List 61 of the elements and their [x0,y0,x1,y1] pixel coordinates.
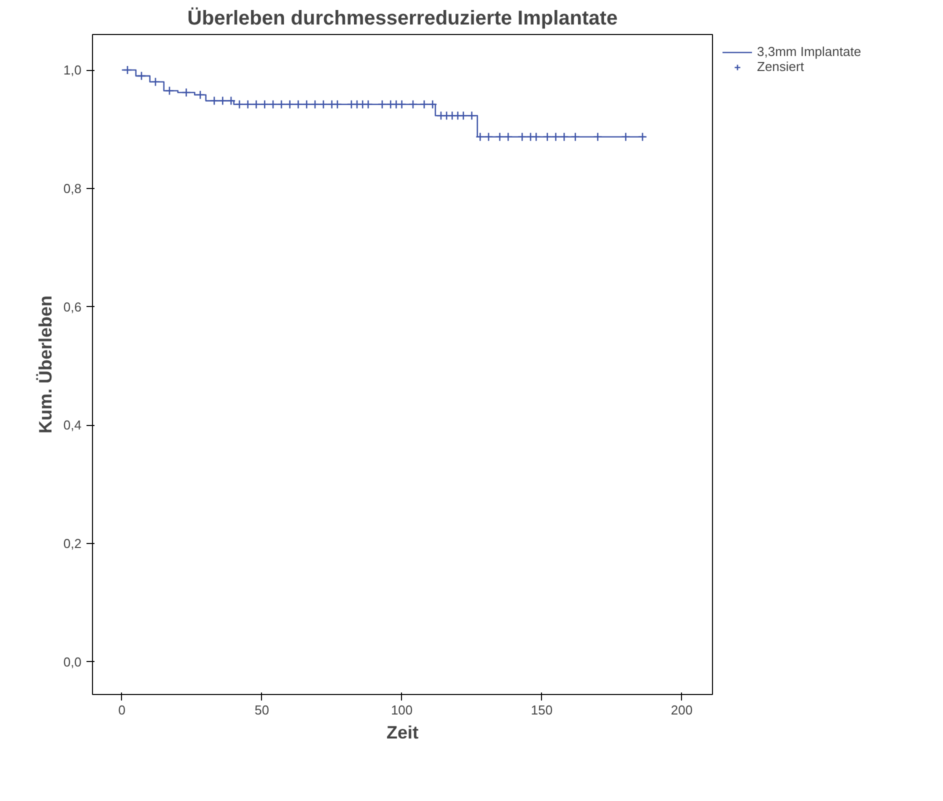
point [268,100,278,109]
point [476,132,485,142]
point [467,110,476,120]
point [495,132,504,142]
point [122,65,132,75]
point [243,100,252,109]
point [504,132,513,142]
point [420,100,429,109]
point [453,110,462,120]
point [260,100,270,109]
y-tick-label: 0,2 [63,536,82,552]
point [285,100,294,109]
point [196,90,205,100]
point [448,110,457,120]
point [560,132,569,142]
point [551,132,560,142]
point [397,100,406,109]
point [210,96,219,106]
point [532,132,541,142]
y-tick-label: 0,0 [63,654,82,670]
point [332,100,342,109]
point [150,77,160,87]
point [327,100,336,109]
point [621,132,630,142]
point [392,100,401,109]
point [182,88,191,98]
point [234,100,244,109]
point [484,132,494,142]
point [570,132,580,142]
point [542,132,552,142]
x-tick-label: 200 [670,702,693,718]
point [310,100,320,109]
point [518,132,527,142]
y-tick-label: 0,6 [63,299,82,314]
point [364,100,373,109]
point [428,100,438,109]
legend-label: 3,3mm Implantate [757,44,862,59]
x-tick-label: 150 [530,702,553,718]
legend-label: Zensiert [757,59,804,74]
point [408,100,418,109]
y-tick-label: 0,4 [63,418,82,433]
point [593,132,602,142]
x-tick-label: 50 [254,702,270,718]
point [458,110,468,120]
x-tick-label: 100 [390,702,413,718]
point [318,100,328,109]
point [252,100,261,109]
x-tick-label: 0 [118,702,126,718]
point [302,100,312,109]
point [164,86,174,96]
point [218,96,228,106]
point [294,100,303,109]
y-tick-label: 0,8 [63,180,82,196]
point [378,100,387,109]
y-axis-title: Kum. Überleben [35,295,56,434]
chart-title: Überleben durchmesserreduzierte Implantate [187,6,618,30]
x-axis-title: Zeit [386,722,419,742]
point [136,71,146,81]
point [276,100,286,109]
y-tick-label: 1,0 [63,62,82,78]
point [226,96,236,106]
